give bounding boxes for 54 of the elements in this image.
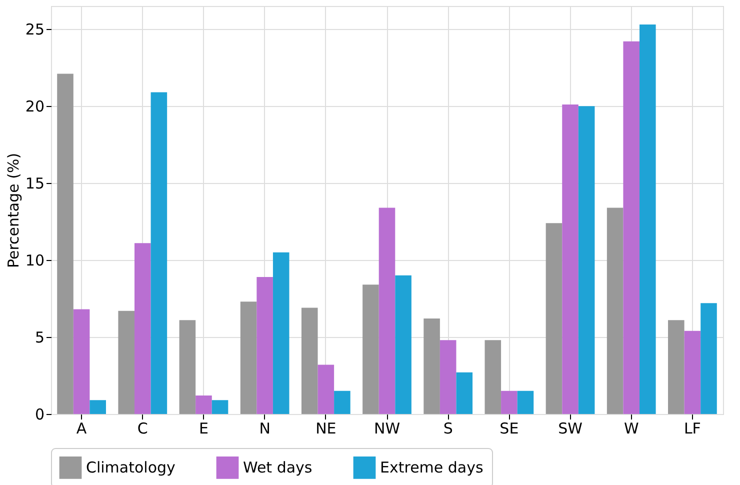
x-tick-label: A bbox=[76, 420, 88, 438]
y-axis-title: Percentage (%) bbox=[4, 152, 22, 268]
x-tick-label: W bbox=[624, 420, 639, 438]
bar bbox=[456, 372, 473, 414]
legend-label: Wet days bbox=[243, 458, 312, 477]
x-tick-label: NE bbox=[316, 420, 336, 438]
bar bbox=[668, 320, 684, 414]
bar bbox=[440, 340, 456, 414]
y-tick-label: 10 bbox=[25, 252, 44, 270]
bar bbox=[73, 309, 90, 414]
bar bbox=[272, 252, 290, 414]
x-tick-label: E bbox=[198, 420, 208, 438]
y-tick-label: 0 bbox=[34, 406, 44, 424]
x-tick-label: S bbox=[443, 420, 453, 438]
bar bbox=[90, 400, 106, 414]
y-tick-label: 20 bbox=[25, 98, 44, 116]
bar bbox=[196, 396, 212, 414]
bar bbox=[150, 92, 168, 414]
bar bbox=[700, 303, 717, 414]
y-tick-label: 15 bbox=[25, 174, 44, 193]
bar bbox=[179, 320, 196, 414]
x-tick-label: SW bbox=[558, 420, 583, 438]
bar bbox=[362, 284, 379, 414]
bar bbox=[517, 390, 534, 414]
bar bbox=[318, 364, 334, 414]
y-tick-label: 5 bbox=[34, 328, 44, 347]
bar bbox=[395, 275, 412, 414]
bar bbox=[240, 302, 257, 414]
bar bbox=[378, 208, 396, 414]
x-tick-label: C bbox=[137, 420, 148, 438]
bar bbox=[212, 400, 228, 414]
bar bbox=[424, 318, 440, 414]
bar bbox=[501, 390, 518, 414]
bar bbox=[301, 308, 318, 414]
bar bbox=[134, 243, 151, 414]
bar bbox=[623, 41, 640, 414]
bar bbox=[118, 310, 134, 414]
x-tick-label: LF bbox=[684, 420, 701, 438]
bar bbox=[684, 330, 701, 414]
bar bbox=[640, 24, 656, 414]
x-tick-label: N bbox=[259, 420, 270, 438]
bar bbox=[562, 104, 578, 414]
bar bbox=[256, 276, 273, 414]
bar bbox=[546, 223, 562, 414]
bar bbox=[57, 74, 74, 414]
x-tick-label: SE bbox=[500, 420, 519, 438]
x-tick-label: NW bbox=[374, 420, 400, 438]
legend-label: Extreme days bbox=[380, 458, 484, 477]
bar bbox=[606, 208, 624, 414]
bar bbox=[334, 390, 350, 414]
legend-label: Climatology bbox=[86, 458, 176, 477]
bar bbox=[484, 340, 502, 414]
bar bbox=[578, 106, 595, 414]
y-tick-label: 25 bbox=[25, 20, 44, 39]
